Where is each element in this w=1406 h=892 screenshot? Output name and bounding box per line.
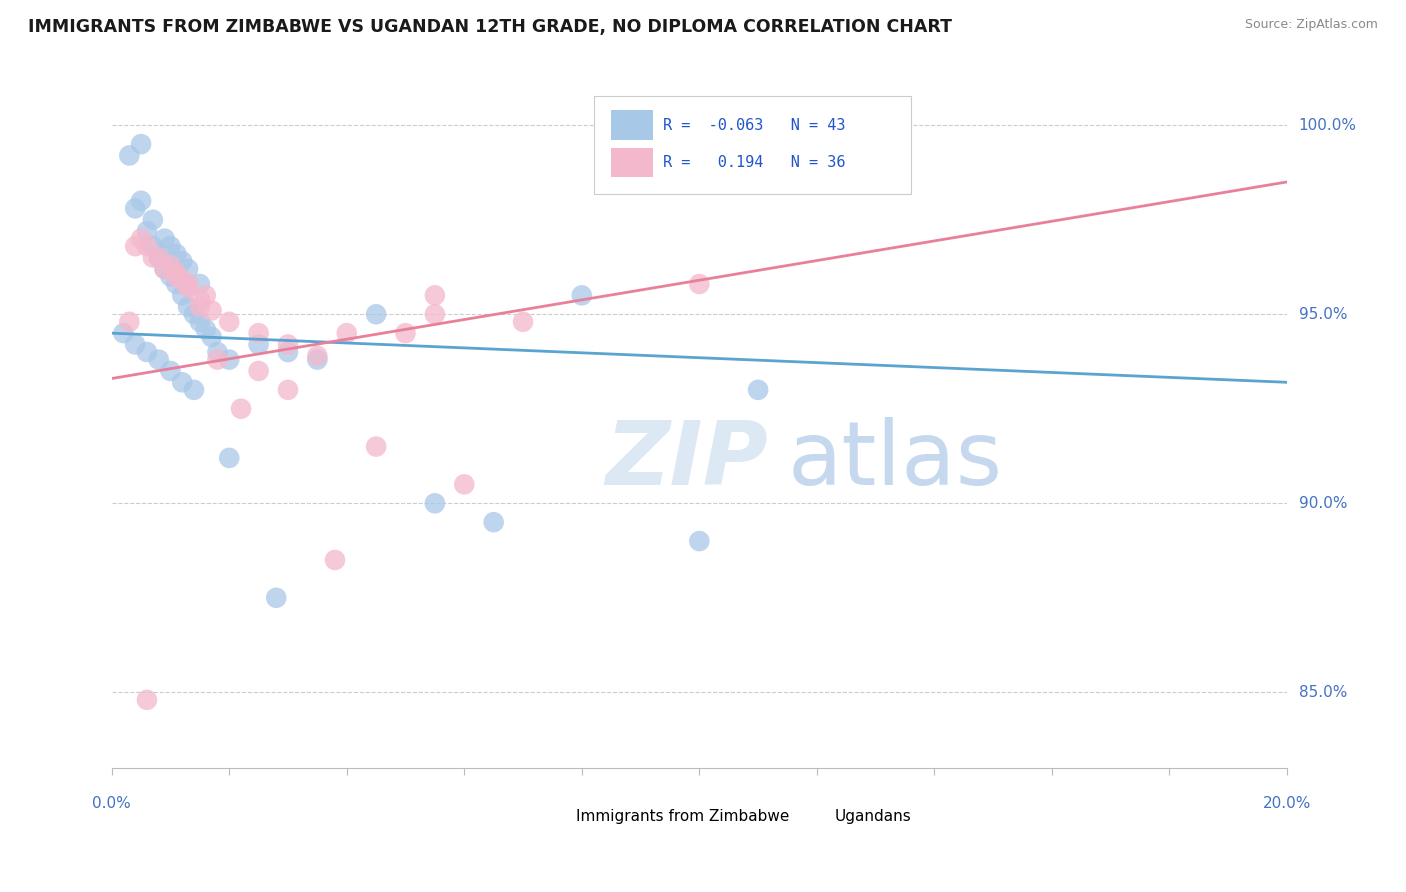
Point xyxy=(366,307,388,321)
Point xyxy=(165,246,187,260)
Point xyxy=(307,349,329,363)
Point xyxy=(148,251,170,265)
FancyBboxPatch shape xyxy=(538,805,569,828)
Point xyxy=(172,376,194,390)
Point xyxy=(188,300,211,314)
Text: 100.0%: 100.0% xyxy=(1299,118,1357,133)
Point xyxy=(148,251,170,265)
Point xyxy=(165,277,187,291)
Point xyxy=(172,273,194,287)
Point xyxy=(247,337,270,351)
Point xyxy=(218,352,240,367)
Point xyxy=(159,269,181,284)
Point xyxy=(172,288,194,302)
FancyBboxPatch shape xyxy=(797,805,828,828)
Point xyxy=(277,337,299,351)
Point xyxy=(159,239,181,253)
Point xyxy=(200,303,222,318)
Text: 90.0%: 90.0% xyxy=(1299,496,1347,511)
Point xyxy=(177,281,200,295)
Point xyxy=(153,261,176,276)
Point xyxy=(207,352,229,367)
Point xyxy=(172,254,194,268)
Text: Immigrants from Zimbabwe: Immigrants from Zimbabwe xyxy=(576,809,789,824)
Point xyxy=(336,326,359,340)
Point xyxy=(124,202,146,216)
Point xyxy=(229,401,252,416)
Point xyxy=(366,440,388,454)
Point xyxy=(453,477,475,491)
Point xyxy=(118,148,141,162)
Text: ZIP: ZIP xyxy=(606,417,768,504)
Point xyxy=(194,322,217,336)
Point xyxy=(688,277,710,291)
Point xyxy=(124,337,146,351)
Point xyxy=(142,212,165,227)
Text: R =   0.194   N = 36: R = 0.194 N = 36 xyxy=(662,154,845,169)
FancyBboxPatch shape xyxy=(612,147,654,177)
Point xyxy=(124,239,146,253)
Point xyxy=(247,326,270,340)
Point xyxy=(183,383,205,397)
Point xyxy=(207,345,229,359)
Point xyxy=(129,194,152,208)
Point xyxy=(423,288,446,302)
Text: R =  -0.063   N = 43: R = -0.063 N = 43 xyxy=(662,118,845,133)
Text: IMMIGRANTS FROM ZIMBABWE VS UGANDAN 12TH GRADE, NO DIPLOMA CORRELATION CHART: IMMIGRANTS FROM ZIMBABWE VS UGANDAN 12TH… xyxy=(28,18,952,36)
Point xyxy=(159,258,181,272)
Point xyxy=(218,450,240,465)
Point xyxy=(136,224,159,238)
Point xyxy=(307,352,329,367)
Point xyxy=(142,251,165,265)
Point xyxy=(188,292,211,306)
Point xyxy=(423,496,446,510)
Point xyxy=(129,137,152,152)
Point xyxy=(136,239,159,253)
Text: Source: ZipAtlas.com: Source: ZipAtlas.com xyxy=(1244,18,1378,31)
Point xyxy=(218,315,240,329)
Point xyxy=(188,315,211,329)
Text: 20.0%: 20.0% xyxy=(1263,796,1312,811)
Point xyxy=(323,553,346,567)
Point xyxy=(183,307,205,321)
Point xyxy=(264,591,287,605)
Point xyxy=(277,383,299,397)
Point xyxy=(247,364,270,378)
Point xyxy=(159,364,181,378)
Point xyxy=(129,232,152,246)
Text: 0.0%: 0.0% xyxy=(93,796,131,811)
FancyBboxPatch shape xyxy=(593,96,911,194)
Point xyxy=(394,326,416,340)
Point xyxy=(165,269,187,284)
Point xyxy=(571,288,593,302)
Point xyxy=(188,277,211,291)
Point xyxy=(482,515,505,529)
Point xyxy=(747,383,769,397)
Point xyxy=(277,345,299,359)
Point xyxy=(112,326,135,340)
Point xyxy=(148,352,170,367)
Text: 95.0%: 95.0% xyxy=(1299,307,1347,322)
Point xyxy=(688,534,710,549)
Point xyxy=(835,175,858,189)
Point xyxy=(177,261,200,276)
Point xyxy=(136,693,159,707)
Point xyxy=(200,330,222,344)
Point xyxy=(136,345,159,359)
Point xyxy=(153,261,176,276)
Text: Ugandans: Ugandans xyxy=(835,809,911,824)
Point xyxy=(118,315,141,329)
Point xyxy=(512,315,534,329)
Point xyxy=(194,288,217,302)
Point xyxy=(177,277,200,291)
Point xyxy=(142,239,165,253)
Text: atlas: atlas xyxy=(787,417,1002,504)
Point xyxy=(423,307,446,321)
Point xyxy=(153,232,176,246)
Point xyxy=(177,300,200,314)
FancyBboxPatch shape xyxy=(612,111,654,140)
Point xyxy=(165,266,187,280)
Text: 85.0%: 85.0% xyxy=(1299,685,1347,700)
